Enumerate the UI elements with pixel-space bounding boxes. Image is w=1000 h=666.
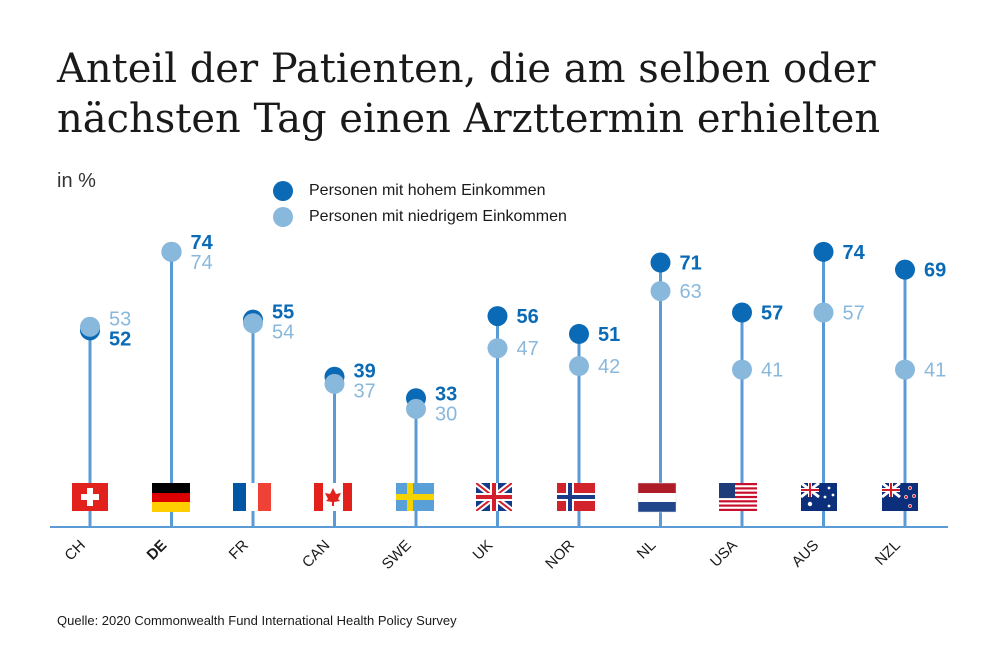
value-label-low-nl: 63	[680, 281, 702, 303]
value-label-low-nor: 42	[598, 356, 620, 378]
dot-low-nzl	[895, 359, 915, 380]
dot-group	[80, 241, 915, 419]
tick-label-ch: CH	[61, 537, 88, 564]
dot-low-ch	[80, 316, 100, 337]
value-label-low-can: 37	[354, 380, 376, 402]
legend-label-high: Personen mit hohem Einkommen	[309, 182, 546, 199]
tick-label-nzl: NZL	[872, 537, 904, 569]
legend-item-low: Personen mit niedrigem Einkommen	[273, 204, 567, 230]
value-label-high-nl: 71	[680, 253, 702, 275]
legend-item-high: Personen mit hohem Einkommen	[273, 178, 567, 204]
tick-group: CH DE FR CAN SWE UK NOR NL USA AUS NZL	[61, 537, 903, 573]
value-label-low-fr: 54	[272, 321, 294, 343]
value-label-high-nzl: 69	[924, 260, 946, 282]
value-label-high-uk: 56	[517, 306, 539, 328]
flag-france	[233, 483, 271, 511]
flag-australia	[801, 483, 837, 511]
value-label-low-de: 74	[191, 252, 213, 274]
legend-label-low: Personen mit niedrigem Einkommen	[309, 208, 567, 225]
value-label-high-de: 74	[191, 232, 214, 254]
value-label-high-aus: 74	[843, 242, 866, 264]
tick-label-uk: UK	[470, 537, 497, 564]
flag-uk	[476, 483, 512, 511]
dot-low-usa	[732, 359, 752, 380]
tick-label-can: CAN	[299, 537, 333, 571]
dot-low-de	[161, 241, 182, 262]
flag-new-zealand	[882, 483, 918, 511]
dot-low-uk	[487, 338, 508, 359]
dot-low-can	[324, 373, 345, 394]
tick-label-de: DE	[144, 537, 171, 564]
value-label-low-aus: 57	[843, 303, 865, 325]
value-label-high-usa: 57	[761, 303, 783, 325]
dot-low-nor	[569, 356, 589, 377]
value-label-high-swe: 33	[435, 384, 457, 406]
legend-marker-high	[273, 181, 293, 201]
dot-high-aus	[813, 241, 834, 262]
chart-title: Anteil der Patienten, die am selben oder…	[57, 44, 977, 144]
source-note: Quelle: 2020 Commonwealth Fund Internati…	[57, 613, 457, 628]
tick-label-usa: USA	[707, 537, 741, 571]
flag-netherlands	[637, 482, 677, 513]
value-label-high-can: 39	[354, 360, 376, 382]
dot-high-uk	[487, 306, 508, 327]
flag-switzerland	[72, 483, 108, 511]
value-label-low-usa: 41	[761, 360, 783, 382]
flag-sweden	[396, 483, 434, 511]
dot-low-fr	[243, 313, 263, 334]
dot-high-nl	[650, 252, 671, 273]
tick-label-aus: AUS	[788, 537, 822, 571]
value-label-high-fr: 55	[272, 301, 294, 323]
tick-label-nl: NL	[634, 537, 660, 563]
chart-title-line-1: Anteil der Patienten, die am selben oder	[57, 46, 876, 92]
dot-low-swe	[406, 398, 426, 419]
value-label-high-ch: 52	[109, 329, 131, 351]
dot-high-usa	[732, 302, 752, 323]
tick-label-swe: SWE	[379, 537, 415, 573]
value-label-low-ch: 53	[109, 309, 131, 331]
dot-low-nl	[650, 281, 671, 302]
value-label-low-nzl: 41	[924, 360, 946, 382]
tick-label-fr: FR	[226, 537, 252, 563]
flag-usa	[719, 483, 757, 511]
value-label-high-nor: 51	[598, 324, 620, 346]
legend: Personen mit hohem Einkommen Personen mi…	[273, 178, 567, 230]
chart-title-line-2: nächsten Tag einen Arzttermin erhielten	[57, 96, 881, 142]
dot-high-nor	[569, 323, 589, 344]
value-label-low-swe: 30	[435, 404, 457, 426]
flag-norway	[557, 483, 595, 511]
legend-marker-low	[273, 207, 293, 227]
value-label-low-uk: 47	[517, 338, 539, 360]
flag-canada	[314, 483, 352, 511]
tick-label-nor: NOR	[542, 537, 578, 573]
dot-high-nzl	[895, 259, 915, 280]
unit-label: in %	[57, 170, 96, 192]
flag-germany	[152, 483, 190, 512]
dot-low-aus	[813, 302, 834, 323]
